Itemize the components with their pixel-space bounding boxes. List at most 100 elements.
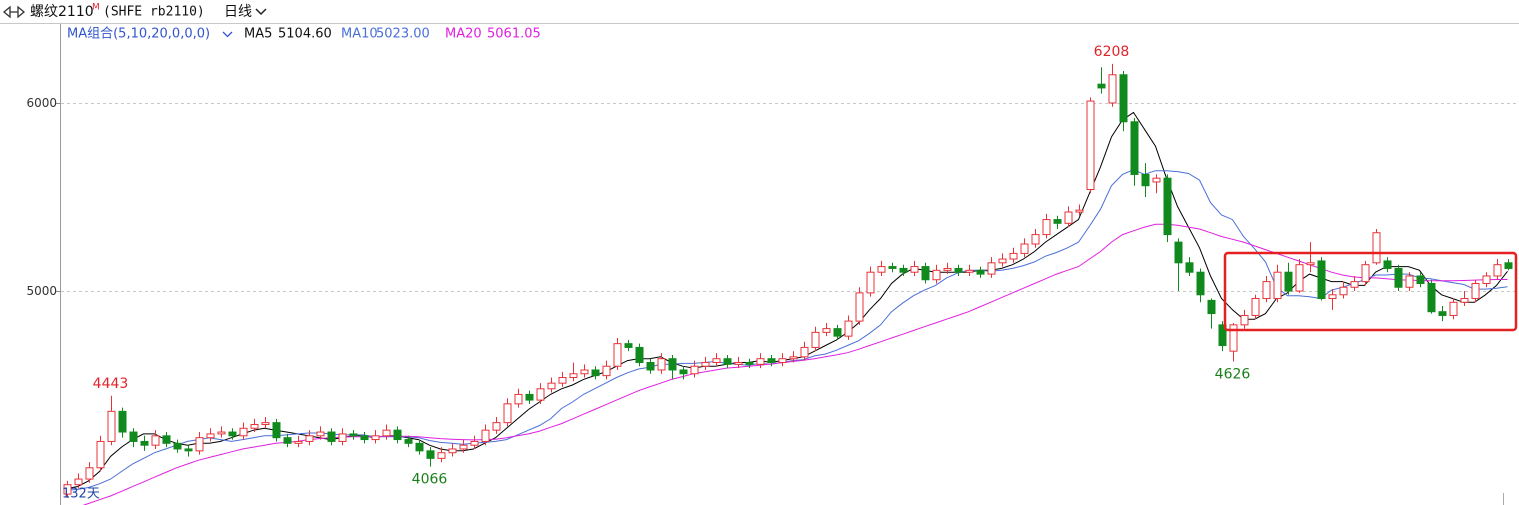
candle-body xyxy=(239,427,248,437)
candle-body xyxy=(1405,275,1414,288)
candle-body xyxy=(954,267,963,273)
candle-body xyxy=(613,343,622,367)
candle-body xyxy=(1229,324,1238,352)
candle-body xyxy=(987,262,996,275)
candle-body xyxy=(679,369,688,375)
candle-body xyxy=(624,343,633,348)
candle-body xyxy=(844,320,853,337)
candle-body xyxy=(1207,299,1216,315)
candle-body xyxy=(1416,275,1425,284)
candle-body xyxy=(1328,294,1337,300)
candle-body xyxy=(437,452,446,459)
candle-body xyxy=(1240,314,1249,326)
candle-body xyxy=(63,484,72,495)
period-chevron[interactable] xyxy=(255,8,267,16)
candle-body xyxy=(481,429,490,442)
candle-body xyxy=(140,440,149,446)
candle-body xyxy=(822,328,831,333)
candle-body xyxy=(1086,100,1095,190)
indicator[interactable]: MA组合(5,10,20,0,0,0) xyxy=(67,27,210,42)
candle-body xyxy=(1009,252,1018,260)
candle-body xyxy=(580,369,589,375)
candle-body xyxy=(1317,260,1326,300)
candle-body xyxy=(470,440,479,446)
candle-body xyxy=(657,358,666,371)
legend-value: 5023.00 xyxy=(376,27,430,42)
candle-body xyxy=(129,431,138,442)
candle-body xyxy=(525,393,534,401)
candle-body xyxy=(943,267,952,271)
extreme-label: 4626 xyxy=(1215,366,1251,382)
legend-name: MA20 xyxy=(445,27,482,42)
candle-body xyxy=(1350,281,1359,288)
candle-body xyxy=(1031,234,1040,245)
candle-body xyxy=(1460,298,1469,303)
candle-body xyxy=(118,410,127,433)
candle-body xyxy=(745,361,754,365)
candle-body xyxy=(800,346,809,358)
candle-body xyxy=(1284,271,1293,292)
candle-body xyxy=(1427,282,1436,313)
candle-body xyxy=(998,258,1007,264)
candle-body xyxy=(778,358,787,363)
candle-body xyxy=(932,269,941,281)
candle-body xyxy=(173,442,182,450)
indicator-chevron[interactable] xyxy=(222,31,233,38)
candle-body xyxy=(1075,209,1084,213)
candle-body xyxy=(261,422,270,426)
candle-body xyxy=(1020,243,1029,254)
candle-body xyxy=(393,429,402,441)
candle-body xyxy=(327,431,336,442)
candle-body xyxy=(1394,267,1403,288)
candle-body xyxy=(459,444,468,450)
candle-body xyxy=(1042,219,1051,236)
legend-name: MA5 xyxy=(244,27,272,42)
candle-body xyxy=(921,266,930,281)
header-icon xyxy=(2,5,26,19)
highlight-box xyxy=(1223,251,1518,332)
candle-body xyxy=(1504,262,1513,269)
candle-body xyxy=(1196,271,1205,296)
y-tick-label: 5000 xyxy=(26,284,57,298)
candle-body xyxy=(206,433,215,439)
ma-line xyxy=(66,169,1508,491)
candle-body xyxy=(1185,262,1194,273)
candle-body xyxy=(1119,74,1128,123)
candle-body xyxy=(756,358,765,365)
extreme-label: 4066 xyxy=(412,472,448,488)
candle-body xyxy=(668,358,677,371)
candle-body xyxy=(558,377,567,384)
candle-body xyxy=(1493,264,1502,277)
y-tick-label: 6000 xyxy=(26,96,57,110)
candle-body xyxy=(162,435,171,444)
candle-body xyxy=(349,433,358,437)
candle-body xyxy=(415,442,424,452)
candle-body xyxy=(547,382,556,390)
candle-body xyxy=(767,358,776,363)
candle-body xyxy=(1273,271,1282,300)
candle-body xyxy=(1438,311,1447,316)
candle-body xyxy=(1097,83,1106,89)
candle-body xyxy=(404,439,413,444)
candle-body xyxy=(305,435,314,442)
legend-value: 5104.60 xyxy=(278,27,332,42)
legend-value: 5061.05 xyxy=(487,27,541,42)
candle-body xyxy=(1163,177,1172,236)
extreme-label: 6208 xyxy=(1094,44,1130,60)
candle-body xyxy=(1108,74,1117,104)
candle-body xyxy=(635,346,644,363)
period[interactable]: 日线 xyxy=(224,4,252,20)
candle-body xyxy=(1306,262,1315,266)
candle-body xyxy=(228,431,237,437)
candle-body xyxy=(294,440,303,444)
candle-body xyxy=(1482,275,1491,284)
candle-body xyxy=(536,388,545,401)
candle-body xyxy=(888,266,897,269)
candle-body xyxy=(1064,211,1073,224)
candle-body xyxy=(107,410,116,442)
labels: 5000 6000 4443 6208 4066 4626 xyxy=(26,44,1250,488)
candle-body xyxy=(217,431,226,435)
candle-body xyxy=(503,403,512,424)
symbol: 螺纹2110 xyxy=(30,4,94,20)
candle-body xyxy=(811,331,820,348)
